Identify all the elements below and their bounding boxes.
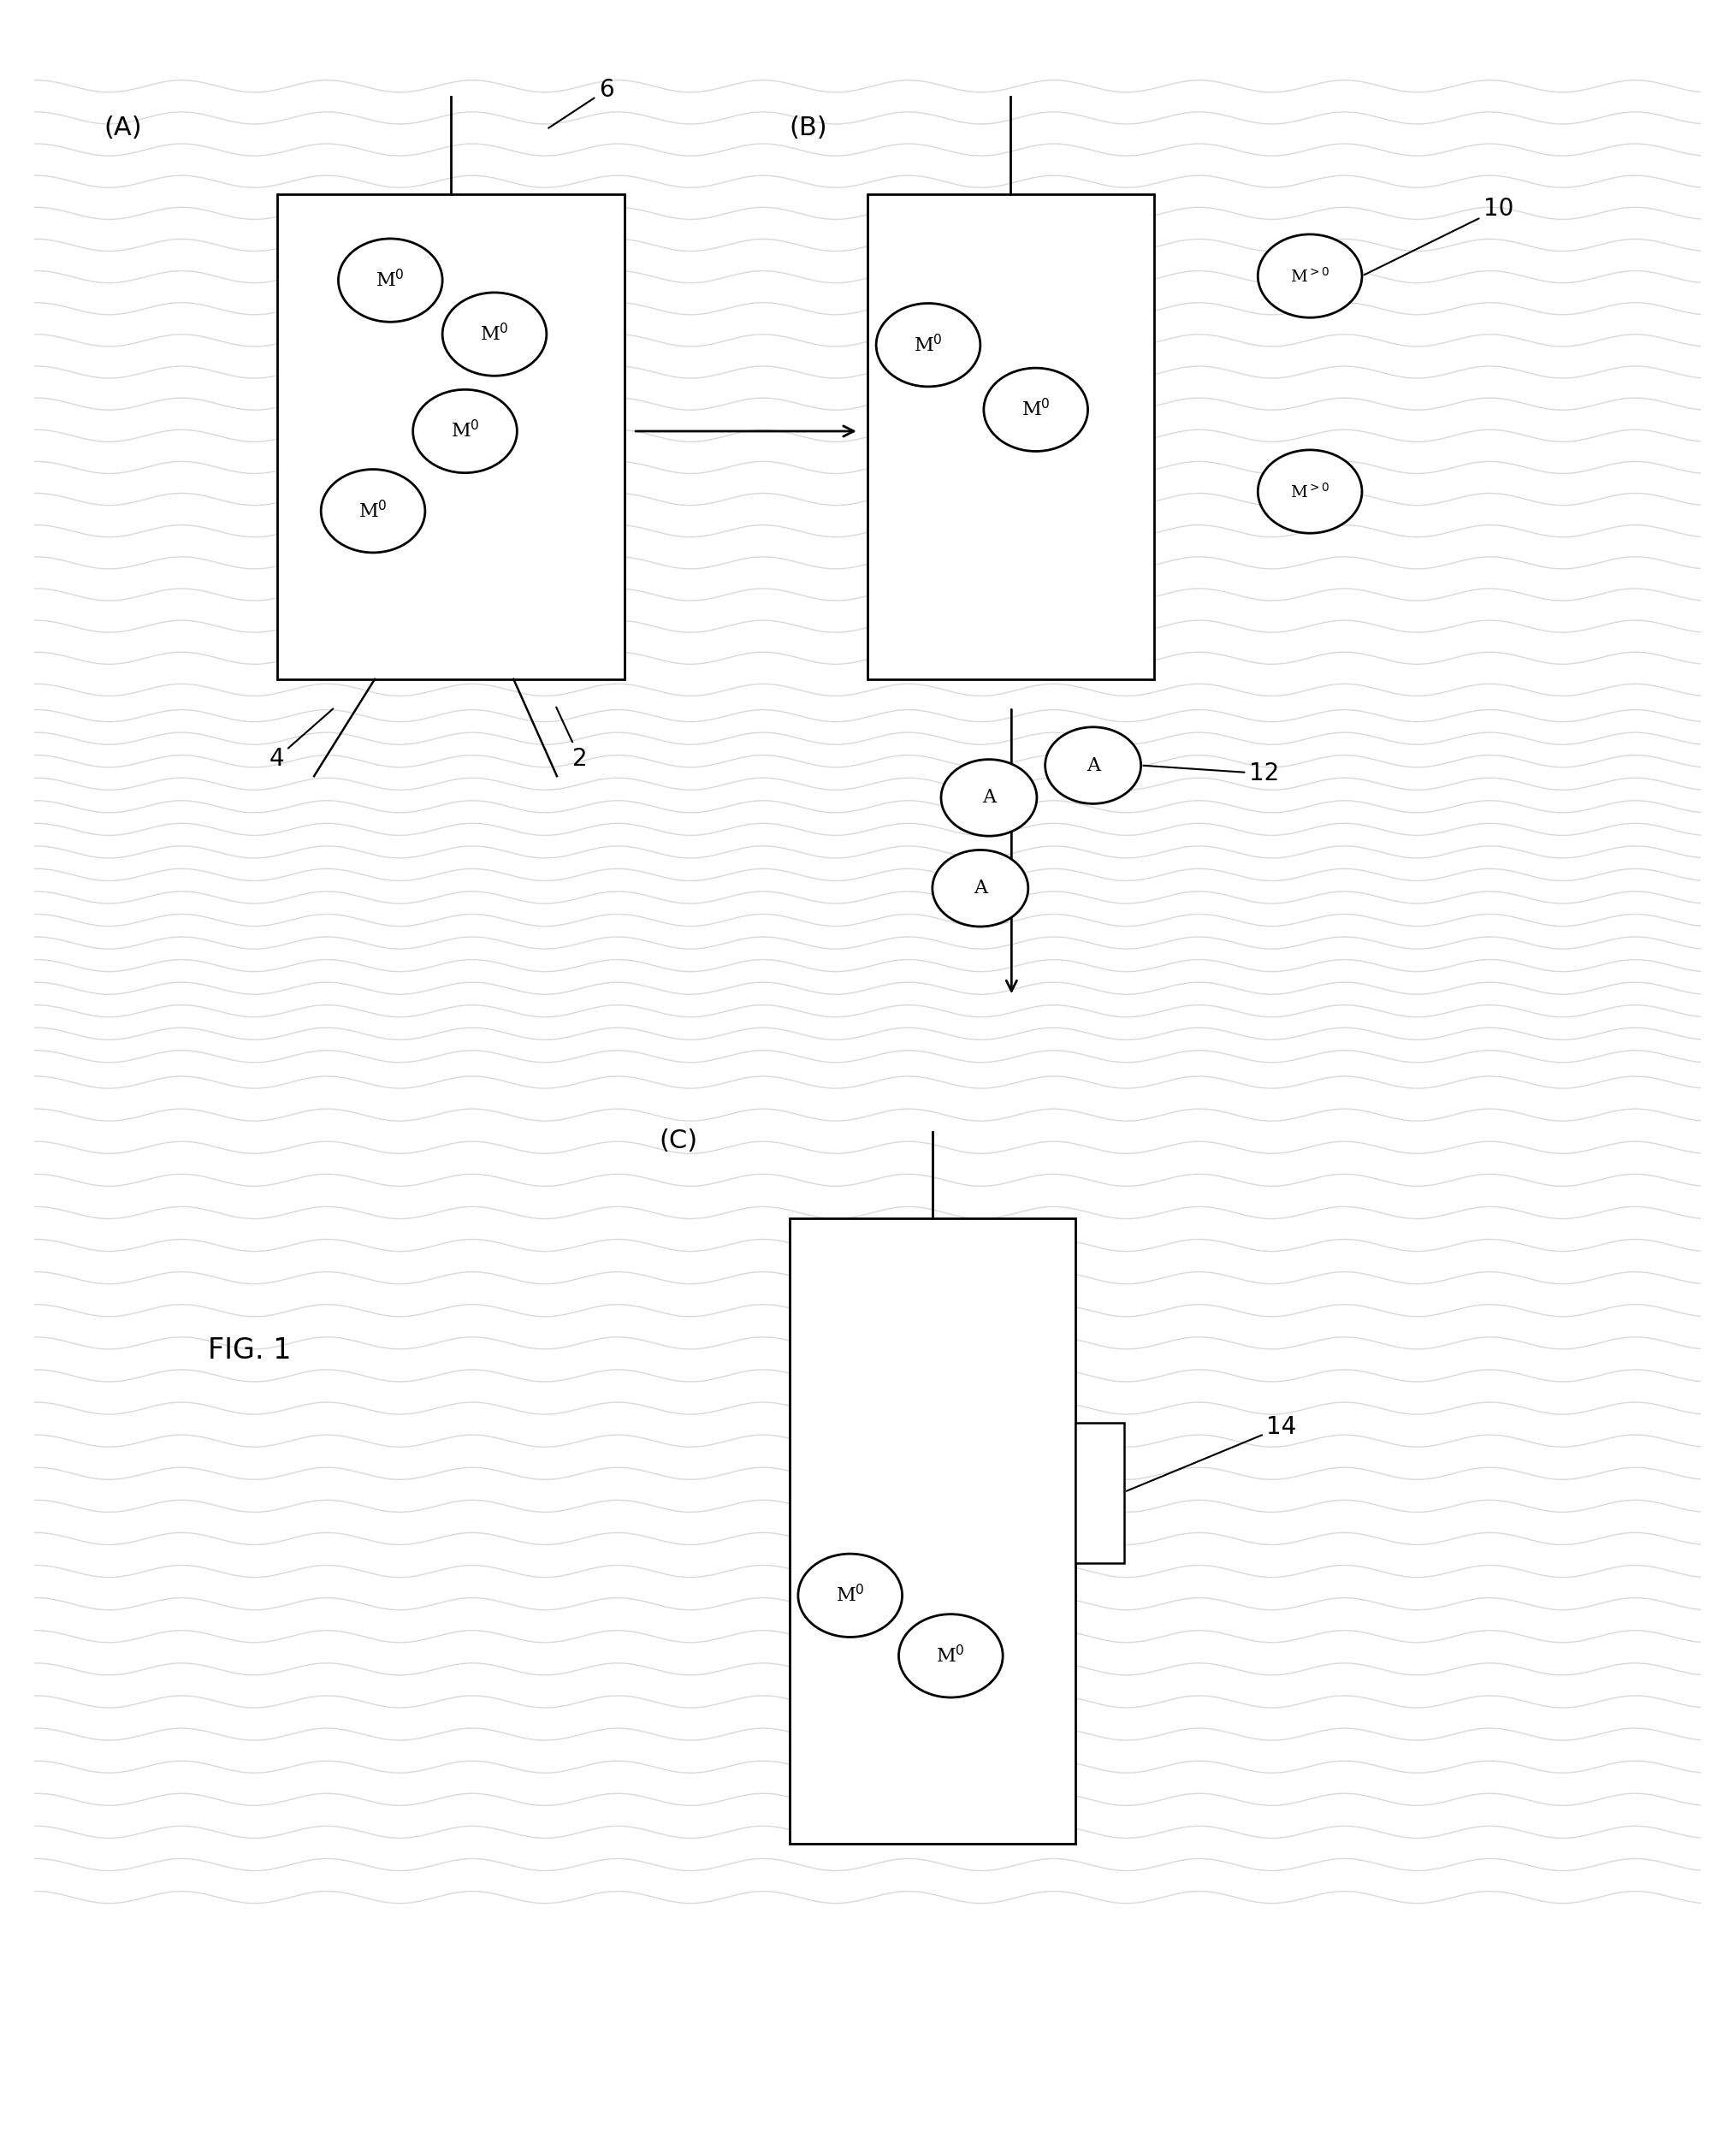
Text: M$^0$: M$^0$	[836, 1585, 864, 1606]
Text: FIG. 1: FIG. 1	[208, 1337, 291, 1365]
Text: 6: 6	[548, 78, 614, 127]
Text: 14: 14	[1126, 1414, 1296, 1492]
Text: M$^0$: M$^0$	[451, 420, 479, 442]
Bar	[789, 1218, 1076, 1843]
Ellipse shape	[413, 390, 517, 472]
Ellipse shape	[940, 759, 1038, 837]
Text: A: A	[1086, 757, 1100, 774]
Bar	[1076, 1423, 1124, 1563]
Text: (B): (B)	[789, 114, 828, 140]
Ellipse shape	[798, 1554, 902, 1636]
Ellipse shape	[932, 849, 1029, 927]
Text: M$^0$: M$^0$	[914, 334, 942, 356]
Text: 4: 4	[269, 709, 333, 770]
Ellipse shape	[442, 293, 547, 375]
Text: (A): (A)	[104, 114, 142, 140]
Text: M$^0$: M$^0$	[937, 1645, 965, 1667]
Text: (C): (C)	[659, 1128, 697, 1153]
Text: 2: 2	[557, 707, 588, 770]
Ellipse shape	[1044, 727, 1142, 804]
Text: M$^0$: M$^0$	[481, 323, 508, 345]
Text: A: A	[982, 789, 996, 806]
Text: 10: 10	[1364, 196, 1513, 276]
Ellipse shape	[321, 470, 425, 552]
Ellipse shape	[338, 239, 442, 321]
Text: M$^0$: M$^0$	[1022, 399, 1050, 420]
Text: M$^{>0}$: M$^{>0}$	[1289, 267, 1331, 285]
Ellipse shape	[1258, 235, 1362, 317]
Bar	[278, 194, 625, 679]
Bar	[868, 194, 1154, 679]
Text: M$^0$: M$^0$	[359, 500, 387, 522]
Text: A: A	[973, 880, 987, 897]
Text: 12: 12	[1143, 761, 1279, 785]
Ellipse shape	[984, 369, 1088, 451]
Ellipse shape	[899, 1615, 1003, 1697]
Text: M$^{>0}$: M$^{>0}$	[1289, 483, 1331, 500]
Ellipse shape	[876, 304, 980, 386]
Ellipse shape	[1258, 451, 1362, 533]
Text: M$^0$: M$^0$	[376, 270, 404, 291]
